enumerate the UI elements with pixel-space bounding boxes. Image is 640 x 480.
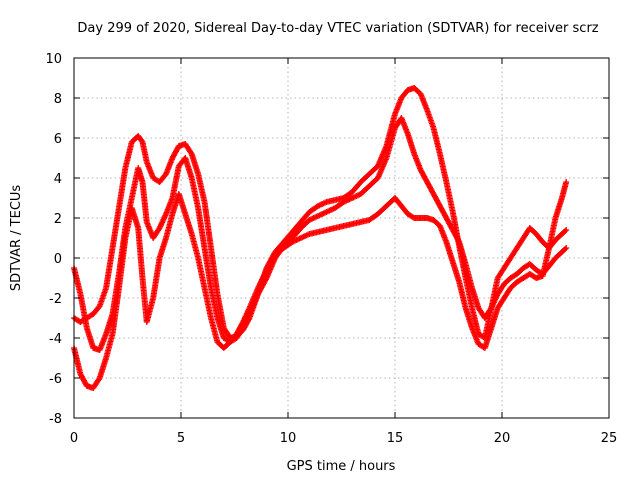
data-point — [563, 179, 570, 185]
x-tick-label: 15 — [387, 431, 404, 446]
x-tick-label: 25 — [601, 431, 618, 446]
data-point — [562, 228, 569, 234]
y-tick-label: -4 — [49, 332, 62, 347]
y-tick-label: -6 — [49, 372, 62, 387]
data-point — [187, 149, 194, 156]
data-points — [71, 85, 570, 391]
data-point — [455, 237, 462, 244]
data-point — [563, 245, 570, 251]
data-point — [95, 376, 102, 383]
axis-ticks: 0 5 10 15 20 25 -8 -6 -4 -2 0 2 4 6 8 10 — [45, 52, 617, 446]
x-axis-label: GPS time / hours — [287, 459, 396, 474]
y-tick-label: 2 — [54, 212, 62, 227]
y-tick-label: 8 — [54, 92, 62, 107]
y-tick-label: 0 — [54, 252, 62, 267]
x-tick-label: 10 — [280, 431, 297, 446]
x-tick-label: 20 — [494, 431, 511, 446]
y-axis-label: SDTVAR / TECUs — [9, 185, 24, 292]
y-tick-label: 10 — [45, 52, 62, 67]
x-tick-label: 0 — [70, 431, 78, 446]
plot-frame — [73, 57, 610, 419]
y-tick-label: 4 — [54, 172, 62, 187]
y-tick-label: -2 — [49, 292, 62, 307]
y-tick-label: -8 — [49, 412, 62, 427]
x-tick-label: 5 — [177, 431, 185, 446]
data-point — [138, 137, 145, 144]
chart-title: Day 299 of 2020, Sidereal Day-to-day VTE… — [77, 21, 598, 36]
y-tick-label: 6 — [54, 132, 62, 147]
data-point — [563, 227, 570, 233]
data-point — [562, 246, 569, 252]
series-track-c — [71, 179, 570, 391]
